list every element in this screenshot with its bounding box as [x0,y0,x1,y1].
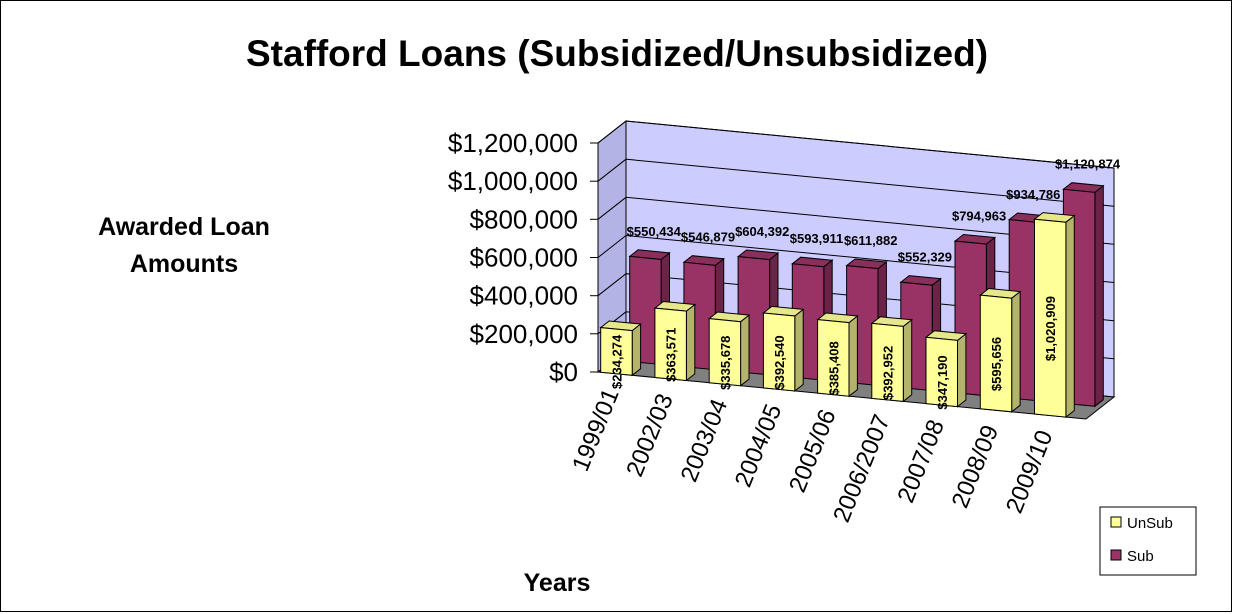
data-label-unsub: $385,408 [826,341,841,395]
x-tick-label: 2008/09 [947,421,1005,512]
data-label-sub: $934,786 [1006,187,1060,202]
bar-unsub [870,316,913,403]
bar-unsub [979,287,1022,413]
bar-unsub-side [1065,214,1075,419]
bar-unsub [762,305,805,393]
data-label-sub: $552,329 [898,250,952,265]
bar-unsub-side [1011,290,1021,413]
x-axis-label: Years [524,569,591,597]
bar-unsub [653,300,697,382]
bar-unsub-front [762,312,796,392]
y-tick-label: $600,000 [470,243,578,273]
legend: UnSub Sub [1099,506,1197,576]
legend-swatch-unsub [1110,516,1122,528]
x-tick-label: 2002/03 [621,390,679,481]
bar-unsub-side [740,314,750,387]
x-tick-label: 2004/05 [730,400,788,491]
y-axis-label-line-1: Awarded Loan [98,213,270,241]
bar-sub-side [1094,184,1104,408]
data-label-unsub: $1,020,909 [1043,296,1058,361]
bar-unsub-front [654,307,687,382]
data-label-unsub: $335,678 [718,336,733,390]
y-tick-label: $1,000,000 [448,166,578,196]
bar-unsub-front [600,327,633,376]
data-label-sub: $546,879 [681,230,735,245]
bar-unsub [924,330,968,408]
bar-unsub [599,320,642,377]
chart-title: Stafford Loans (Subsidized/Unsubsidized) [246,33,988,74]
bar-unsub-front [979,294,1013,413]
data-label-sub: $1,120,874 [1055,157,1121,172]
x-tick-label: 2003/04 [676,395,734,486]
y-tick-label: $0 [549,357,578,387]
data-labels: $550,434 $546,879 $604,392 $593,911 $611,882… [609,157,1120,410]
legend-swatch-sub [1110,549,1122,561]
legend-label-unsub: UnSub [1127,515,1173,532]
bar-unsub [816,312,859,398]
bar-unsub-side [848,314,858,398]
x-tick-label: 1999/01 [567,385,625,476]
data-label-unsub: $363,571 [664,328,679,382]
bar-unsub-front [871,322,904,402]
y-axis-label-line-2: Amounts [130,250,238,278]
y-tick-label: $800,000 [470,204,578,234]
y-tick-label: $1,200,000 [448,128,578,158]
gridline [597,158,1115,207]
data-label-unsub: $392,952 [881,346,896,400]
data-label-unsub: $347,190 [935,355,950,409]
y-axis-ticks: $0 $200,000 $400,000 $600,000 $800,000 $1,000… [448,128,598,387]
gridline [597,273,1115,322]
bars [599,182,1105,419]
data-label-unsub: $392,540 [772,335,787,389]
bar-unsub-side [957,332,967,408]
bar-unsub [1033,212,1076,419]
gridlines [597,120,1115,360]
bar-unsub [707,311,751,387]
bar-unsub-side [794,308,804,393]
bar-unsub-side [631,322,642,377]
data-label-unsub: $595,656 [989,337,1004,391]
x-tick-label: 2007/08 [892,416,950,507]
data-label-sub: $550,434 [627,224,682,239]
bar-unsub-front [708,318,742,387]
y-tick-label: $400,000 [470,281,578,311]
x-tick-label: 2005/06 [784,406,842,497]
y-tick-label: $200,000 [470,319,578,349]
data-label-unsub: $234,274 [609,334,624,389]
bar-unsub-front [817,319,850,397]
gridline [597,234,1115,283]
plot-area: $550,434 $546,879 $604,392 $593,911 $611,882… [596,119,1121,420]
data-label-sub: $604,392 [735,224,789,239]
data-label-sub: $794,963 [952,209,1006,224]
gridline [597,196,1115,245]
bar-unsub-front [925,336,958,408]
x-tick-label: 2006/2007 [828,411,896,526]
bar-unsub-front [1034,218,1067,418]
data-label-sub: $593,911 [790,231,844,246]
legend-label-sub: Sub [1127,548,1154,565]
y-axis-label: Awarded Loan Amounts [98,213,270,278]
gridline [597,120,1115,169]
bar-unsub-side [685,303,696,382]
bar-unsub-side [902,318,913,403]
data-label-sub: $611,882 [844,233,898,248]
x-tick-label: 2009/10 [1001,427,1059,518]
